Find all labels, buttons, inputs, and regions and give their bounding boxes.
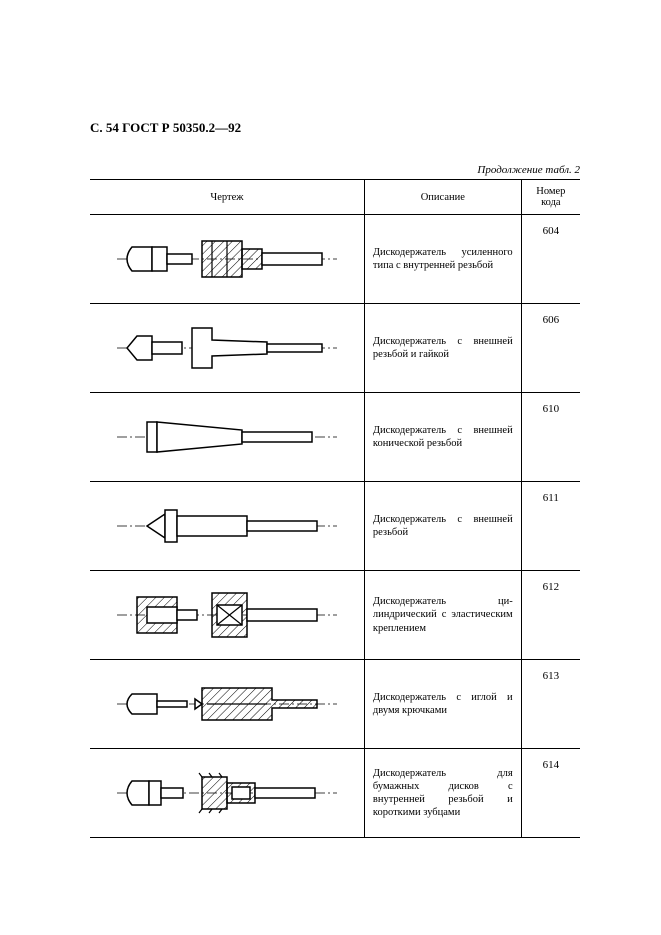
description-cell: Дискодержатель для бумажных дисков с вну… xyxy=(364,749,521,838)
table-row: Дискодержатель ци­линдрический с эласти­… xyxy=(90,571,580,660)
code-cell: 613 xyxy=(521,660,580,749)
table-row: Дискодержатель с иг­лой и двумя крючками… xyxy=(90,660,580,749)
drawing-cell xyxy=(90,215,364,304)
code-cell: 611 xyxy=(521,482,580,571)
code-cell: 614 xyxy=(521,749,580,838)
drawing-612-icon xyxy=(117,585,337,645)
col-header-drawing: Чертеж xyxy=(90,180,364,215)
table-continuation: Продолжение табл. 2 xyxy=(90,164,580,176)
table-row: Дискодержатель с внешней резьбой 611 xyxy=(90,482,580,571)
drawing-606-icon xyxy=(117,318,337,378)
drawing-614-icon xyxy=(117,763,337,823)
page-header: С. 54 ГОСТ Р 50350.2—92 xyxy=(90,120,580,136)
table-row: Дискодержатель с внешней конической резь… xyxy=(90,393,580,482)
parts-table: Чертеж Описание Номер кода xyxy=(90,179,580,838)
code-cell: 604 xyxy=(521,215,580,304)
drawing-cell xyxy=(90,571,364,660)
table-row: Дискодержатель для бумажных дисков с вну… xyxy=(90,749,580,838)
description-cell: Дискодержатель уси­ленного типа с внутре… xyxy=(364,215,521,304)
drawing-cell xyxy=(90,660,364,749)
description-cell: Дискодержатель с иг­лой и двумя крючками xyxy=(364,660,521,749)
drawing-cell xyxy=(90,393,364,482)
table-row: Дискодержатель уси­ленного типа с внутре… xyxy=(90,215,580,304)
code-cell: 606 xyxy=(521,304,580,393)
col-header-code: Номер кода xyxy=(521,180,580,215)
description-cell: Дискодержатель с внешней конической резь… xyxy=(364,393,521,482)
drawing-cell xyxy=(90,482,364,571)
drawing-cell xyxy=(90,304,364,393)
drawing-611-icon xyxy=(117,496,337,556)
drawing-613-icon xyxy=(117,674,337,734)
drawing-610-icon xyxy=(117,407,337,467)
table-header-row: Чертеж Описание Номер кода xyxy=(90,180,580,215)
code-cell: 610 xyxy=(521,393,580,482)
description-cell: Дискодержатель с внешней резьбой xyxy=(364,482,521,571)
code-cell: 612 xyxy=(521,571,580,660)
drawing-cell xyxy=(90,749,364,838)
table-row: Дискодержатель с внешней резьбой и гай­к… xyxy=(90,304,580,393)
description-cell: Дискодержатель ци­линдрический с эласти­… xyxy=(364,571,521,660)
drawing-604-icon xyxy=(117,229,337,289)
col-header-description: Описание xyxy=(364,180,521,215)
description-cell: Дискодержатель с внешней резьбой и гай­к… xyxy=(364,304,521,393)
